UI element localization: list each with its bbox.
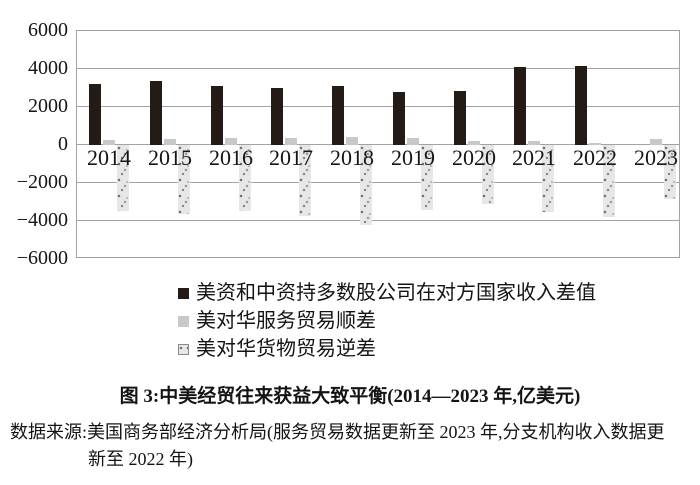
x-tick-label-2019: 2019 <box>391 145 435 170</box>
bar-goods-deficit-2017 <box>299 145 311 216</box>
bar-income-gap-2021 <box>514 67 526 145</box>
bar-goods-deficit-2014 <box>117 145 129 211</box>
legend-marker-goods-deficit <box>178 343 189 355</box>
bar-income-gap-2016 <box>211 86 223 145</box>
y-tick-label-6000: 6000 <box>28 19 68 41</box>
bar-income-gap-2020 <box>454 91 466 145</box>
bar-income-gap-2019 <box>393 92 405 145</box>
figure-caption: 图 3:中美经贸往来获益大致平衡(2014—2023 年,亿美元) <box>119 386 581 407</box>
chart-legend: 美资和中资持多数股公司在对方国家收入差值 美对华服务贸易顺差 美对华货物贸易逆差 <box>178 281 596 365</box>
gridline-0 <box>77 144 679 145</box>
bar-services-surplus-2021 <box>528 141 540 145</box>
legend-marker-services-surplus <box>178 315 189 327</box>
bar-goods-deficit-2020 <box>482 145 494 204</box>
y-tick-label-4000: 4000 <box>28 57 68 79</box>
x-tick-label-2016: 2016 <box>209 145 253 170</box>
bar-services-surplus-2018 <box>346 137 358 145</box>
bar-goods-deficit-2022 <box>603 145 615 217</box>
bar-goods-deficit-2019 <box>421 145 433 210</box>
bar-services-surplus-2019 <box>407 138 419 145</box>
gridline-4000 <box>77 68 679 69</box>
y-tick-label--4000: −4000 <box>16 209 68 231</box>
bar-income-gap-2022 <box>575 66 587 145</box>
plot-area: 2014 2015 2016 2017 2018 2019 2020 2021 2022 2023 <box>76 30 680 258</box>
legend-item-goods-deficit: 美对华货物贸易逆差 <box>178 337 596 361</box>
bar-services-surplus-2020 <box>468 141 480 145</box>
bar-income-gap-2014 <box>89 84 101 145</box>
y-tick-label--6000: −6000 <box>16 247 68 269</box>
bar-services-surplus-2016 <box>225 138 237 145</box>
bar-goods-deficit-2023 <box>664 145 676 199</box>
legend-item-income-gap: 美资和中资持多数股公司在对方国家收入差值 <box>178 281 596 305</box>
x-tick-label-2015: 2015 <box>148 145 192 170</box>
x-tick-label-2014: 2014 <box>87 145 131 170</box>
bar-services-surplus-2023 <box>650 139 662 145</box>
y-tick-label--2000: −2000 <box>16 171 68 193</box>
source-line-1: 数据来源:美国商务部经济分析局(服务贸易数据更新至 2023 年,分支机构收入数… <box>10 422 665 442</box>
bar-income-gap-2017 <box>271 88 283 145</box>
legend-label-goods-deficit: 美对华货物贸易逆差 <box>196 338 376 360</box>
legend-marker-income-gap <box>178 287 189 299</box>
bar-services-surplus-2022 <box>589 143 601 145</box>
y-tick-label-2000: 2000 <box>28 95 68 117</box>
x-tick-label-2023: 2023 <box>634 145 678 170</box>
legend-item-services-surplus: 美对华服务贸易顺差 <box>178 309 596 333</box>
legend-label-income-gap: 美资和中资持多数股公司在对方国家收入差值 <box>196 282 596 304</box>
bar-services-surplus-2015 <box>164 139 176 145</box>
bar-goods-deficit-2021 <box>542 145 554 212</box>
x-tick-label-2022: 2022 <box>573 145 617 170</box>
source-line-2: 新至 2022 年) <box>88 449 193 469</box>
x-tick-label-2018: 2018 <box>330 145 374 170</box>
data-source-note: 数据来源:美国商务部经济分析局(服务贸易数据更新至 2023 年,分支机构收入数… <box>10 419 696 473</box>
bar-income-gap-2018 <box>332 86 344 145</box>
gridline-2000 <box>77 106 679 107</box>
bar-goods-deficit-2015 <box>178 145 190 214</box>
bar-services-surplus-2017 <box>285 138 297 145</box>
gridline--4000 <box>77 220 679 221</box>
gridline--2000 <box>77 182 679 183</box>
legend-label-services-surplus: 美对华服务贸易顺差 <box>196 310 376 332</box>
x-tick-label-2020: 2020 <box>452 145 496 170</box>
y-tick-label-0: 0 <box>58 133 68 155</box>
x-tick-label-2021: 2021 <box>512 145 556 170</box>
bar-income-gap-2015 <box>150 81 162 145</box>
bar-goods-deficit-2018 <box>360 145 372 225</box>
bar-goods-deficit-2016 <box>239 145 251 211</box>
x-tick-label-2017: 2017 <box>269 145 313 170</box>
bar-services-surplus-2014 <box>103 140 115 145</box>
